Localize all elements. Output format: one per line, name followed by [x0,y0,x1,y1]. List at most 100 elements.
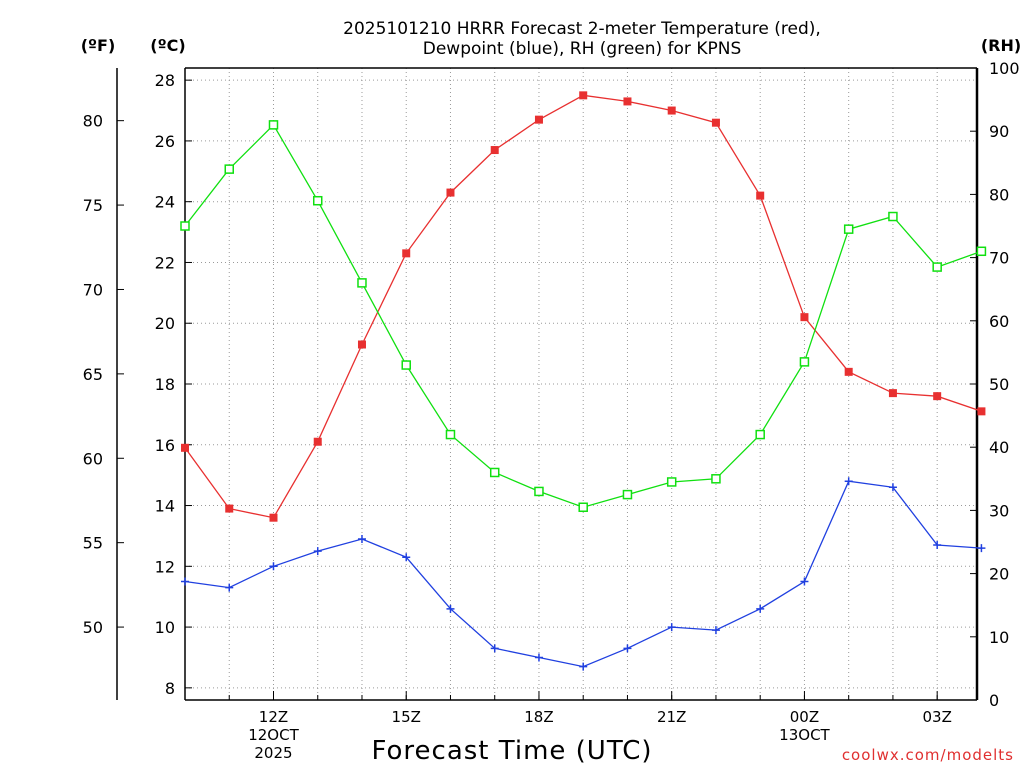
celsius-tick-label: 10 [155,618,175,637]
2-meter-temperature-point [490,146,499,155]
2-meter-temperature-point [225,504,234,513]
rh-point [843,224,854,234]
rh-point [534,486,544,497]
2-meter-temperature-point [844,367,853,376]
rh-point [357,278,367,288]
fahrenheit-tick-label: 55 [83,534,103,553]
rh-point [401,360,411,370]
x-tick-label: 13OCT [779,726,830,744]
celsius-unit-label: (ºC) [150,36,185,55]
dewpoint-point [225,583,234,592]
dewpoint-point [623,644,632,653]
2-meter-temperature-point [623,97,632,106]
rh-point [711,474,721,484]
rh-point [932,262,942,272]
celsius-tick-label: 8 [165,679,175,698]
2-meter-temperature-point [711,118,720,127]
x-tick-label: 12Z [259,708,288,726]
rh-point [312,195,323,206]
celsius-tick-label: 18 [155,375,175,394]
rh-tick-label: 90 [989,122,1009,141]
rh-point [799,357,810,367]
fahrenheit-tick-label: 70 [83,280,103,299]
dewpoint-point [269,562,278,571]
rh-tick-label: 70 [989,249,1009,268]
rh-unit-label: (RH) [981,36,1021,55]
data-series [180,91,987,671]
grid-lines [184,68,977,700]
rh-point [755,429,765,440]
fahrenheit-tick-label: 80 [83,112,103,131]
dewpoint-point [490,644,499,653]
rh-point [578,502,588,512]
dewpoint-point [933,541,942,550]
dewpoint-point [667,623,676,632]
rh-tick-label: 60 [989,312,1009,331]
2-meter-temperature-point [800,313,809,322]
celsius-tick-label: 22 [155,253,175,272]
dewpoint-point [579,662,588,671]
rh-tick-label: 50 [989,375,1009,394]
dewpoint-point [977,544,986,553]
rh-point [445,429,456,440]
x-tick-label: 18Z [524,708,553,726]
rh-tick-label: 0 [989,691,999,710]
x-axis-label: Forecast Time (UTC) [371,736,652,766]
dewpoint-point [357,534,366,543]
rh-point [224,164,234,174]
2-meter-temperature-line [184,94,982,519]
dewpoint-point [402,553,411,562]
x-tick-label: 03Z [922,708,951,726]
celsius-tick-label: 12 [155,557,175,576]
2-meter-temperature-point [269,513,278,522]
rh-point [180,221,190,231]
x-tick-label: 15Z [392,708,421,726]
rh-tick-label: 40 [989,438,1009,457]
rh-tick-label: 20 [989,565,1009,584]
fahrenheit-tick-label: 50 [83,618,103,637]
celsius-tick-label: 16 [155,436,175,455]
x-tick-label: 2025 [254,744,292,762]
2-meter-temperature-point [181,443,189,452]
celsius-tick-label: 26 [155,132,175,151]
x-tick-label: 21Z [657,708,686,726]
dewpoint-point [181,577,189,586]
dewpoint-point [888,483,897,492]
rh-tick-label: 30 [989,501,1009,520]
2-meter-temperature-point [977,407,986,416]
source-credit: coolwx.com/modelts [842,746,1014,764]
x-tick-label: 00Z [790,708,819,726]
axes: 50 55 60 65 70 75 80 8 10 12 14 16 18 20 22 24 26 28 0 10 20… [83,59,1020,762]
2-meter-temperature-point [888,389,897,398]
celsius-tick-label: 24 [155,193,175,212]
2-meter-temperature-point [357,340,366,349]
2-meter-temperature-point [534,115,543,124]
2-meter-temperature-point [756,191,765,200]
rh-point [666,477,677,487]
dewpoint-point [844,477,853,486]
2-meter-temperature-point [579,91,588,100]
x-tick-label: 12OCT [248,726,299,744]
dewpoint-point [446,604,455,613]
celsius-tick-label: 28 [155,71,175,90]
dewpoint-point [534,653,543,662]
dewpoint-point [756,604,765,613]
2-meter-temperature-point [933,392,942,401]
rh-point [268,120,279,130]
2-meter-temperature-point [446,188,455,197]
celsius-tick-label: 14 [155,497,175,516]
2-meter-temperature-point [402,249,411,258]
dewpoint-point [711,626,720,635]
chart-title-line-2: Dewpoint (blue), RH (green) for KPNS [423,39,741,59]
chart-title-line-1: 2025101210 HRRR Forecast 2-meter Tempera… [343,19,821,39]
2-meter-temperature-point [313,437,322,446]
rh-point [976,246,987,257]
fahrenheit-tick-label: 65 [83,365,103,384]
dewpoint-point [313,547,322,556]
dewpoint-point [800,577,809,586]
fahrenheit-tick-label: 60 [83,449,103,468]
rh-point [622,489,633,500]
fahrenheit-tick-label: 75 [83,196,103,215]
fahrenheit-unit-label: (ºF) [81,36,116,55]
